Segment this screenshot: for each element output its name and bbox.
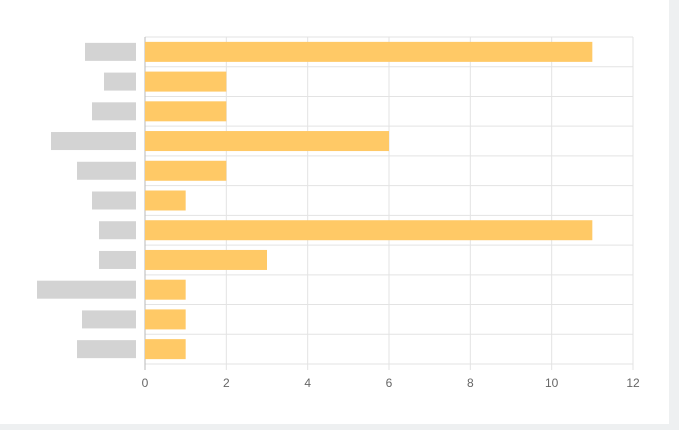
category-label-redacted-10 bbox=[77, 340, 136, 359]
category-label-redacted-2 bbox=[92, 102, 136, 121]
bar-5 bbox=[145, 190, 186, 211]
bar-0 bbox=[145, 41, 593, 62]
bar-10 bbox=[145, 339, 186, 360]
bar-7 bbox=[145, 249, 267, 270]
category-label-redacted-6 bbox=[99, 221, 136, 240]
category-label-redacted-1 bbox=[104, 72, 136, 91]
bar-8 bbox=[145, 279, 186, 300]
bar-chart: 0 2 4 6 8 10 12 bbox=[37, 36, 640, 390]
chart-card: 0 2 4 6 8 10 12 bbox=[0, 0, 669, 424]
x-tick-label-2: 4 bbox=[304, 376, 311, 390]
category-label-redacted-9 bbox=[82, 310, 136, 329]
bar-9 bbox=[145, 309, 186, 330]
bar-6 bbox=[145, 220, 593, 241]
x-tick-label-5: 10 bbox=[545, 376, 559, 390]
x-tick-label-1: 2 bbox=[223, 376, 230, 390]
bar-3 bbox=[145, 131, 389, 152]
category-label-redacted-3 bbox=[51, 132, 136, 151]
bar-4 bbox=[145, 160, 227, 181]
bar-1 bbox=[145, 71, 227, 92]
category-label-redacted-5 bbox=[92, 191, 136, 210]
category-label-redacted-7 bbox=[99, 250, 136, 269]
category-label-redacted-4 bbox=[77, 161, 136, 180]
x-tick-label-0: 0 bbox=[142, 376, 149, 390]
bar-2 bbox=[145, 101, 227, 122]
x-tick-label-4: 8 bbox=[467, 376, 474, 390]
category-label-redacted-0 bbox=[85, 42, 136, 61]
x-tick-label-6: 12 bbox=[626, 376, 640, 390]
category-label-redacted-8 bbox=[37, 280, 136, 299]
x-tick-label-3: 6 bbox=[386, 376, 393, 390]
